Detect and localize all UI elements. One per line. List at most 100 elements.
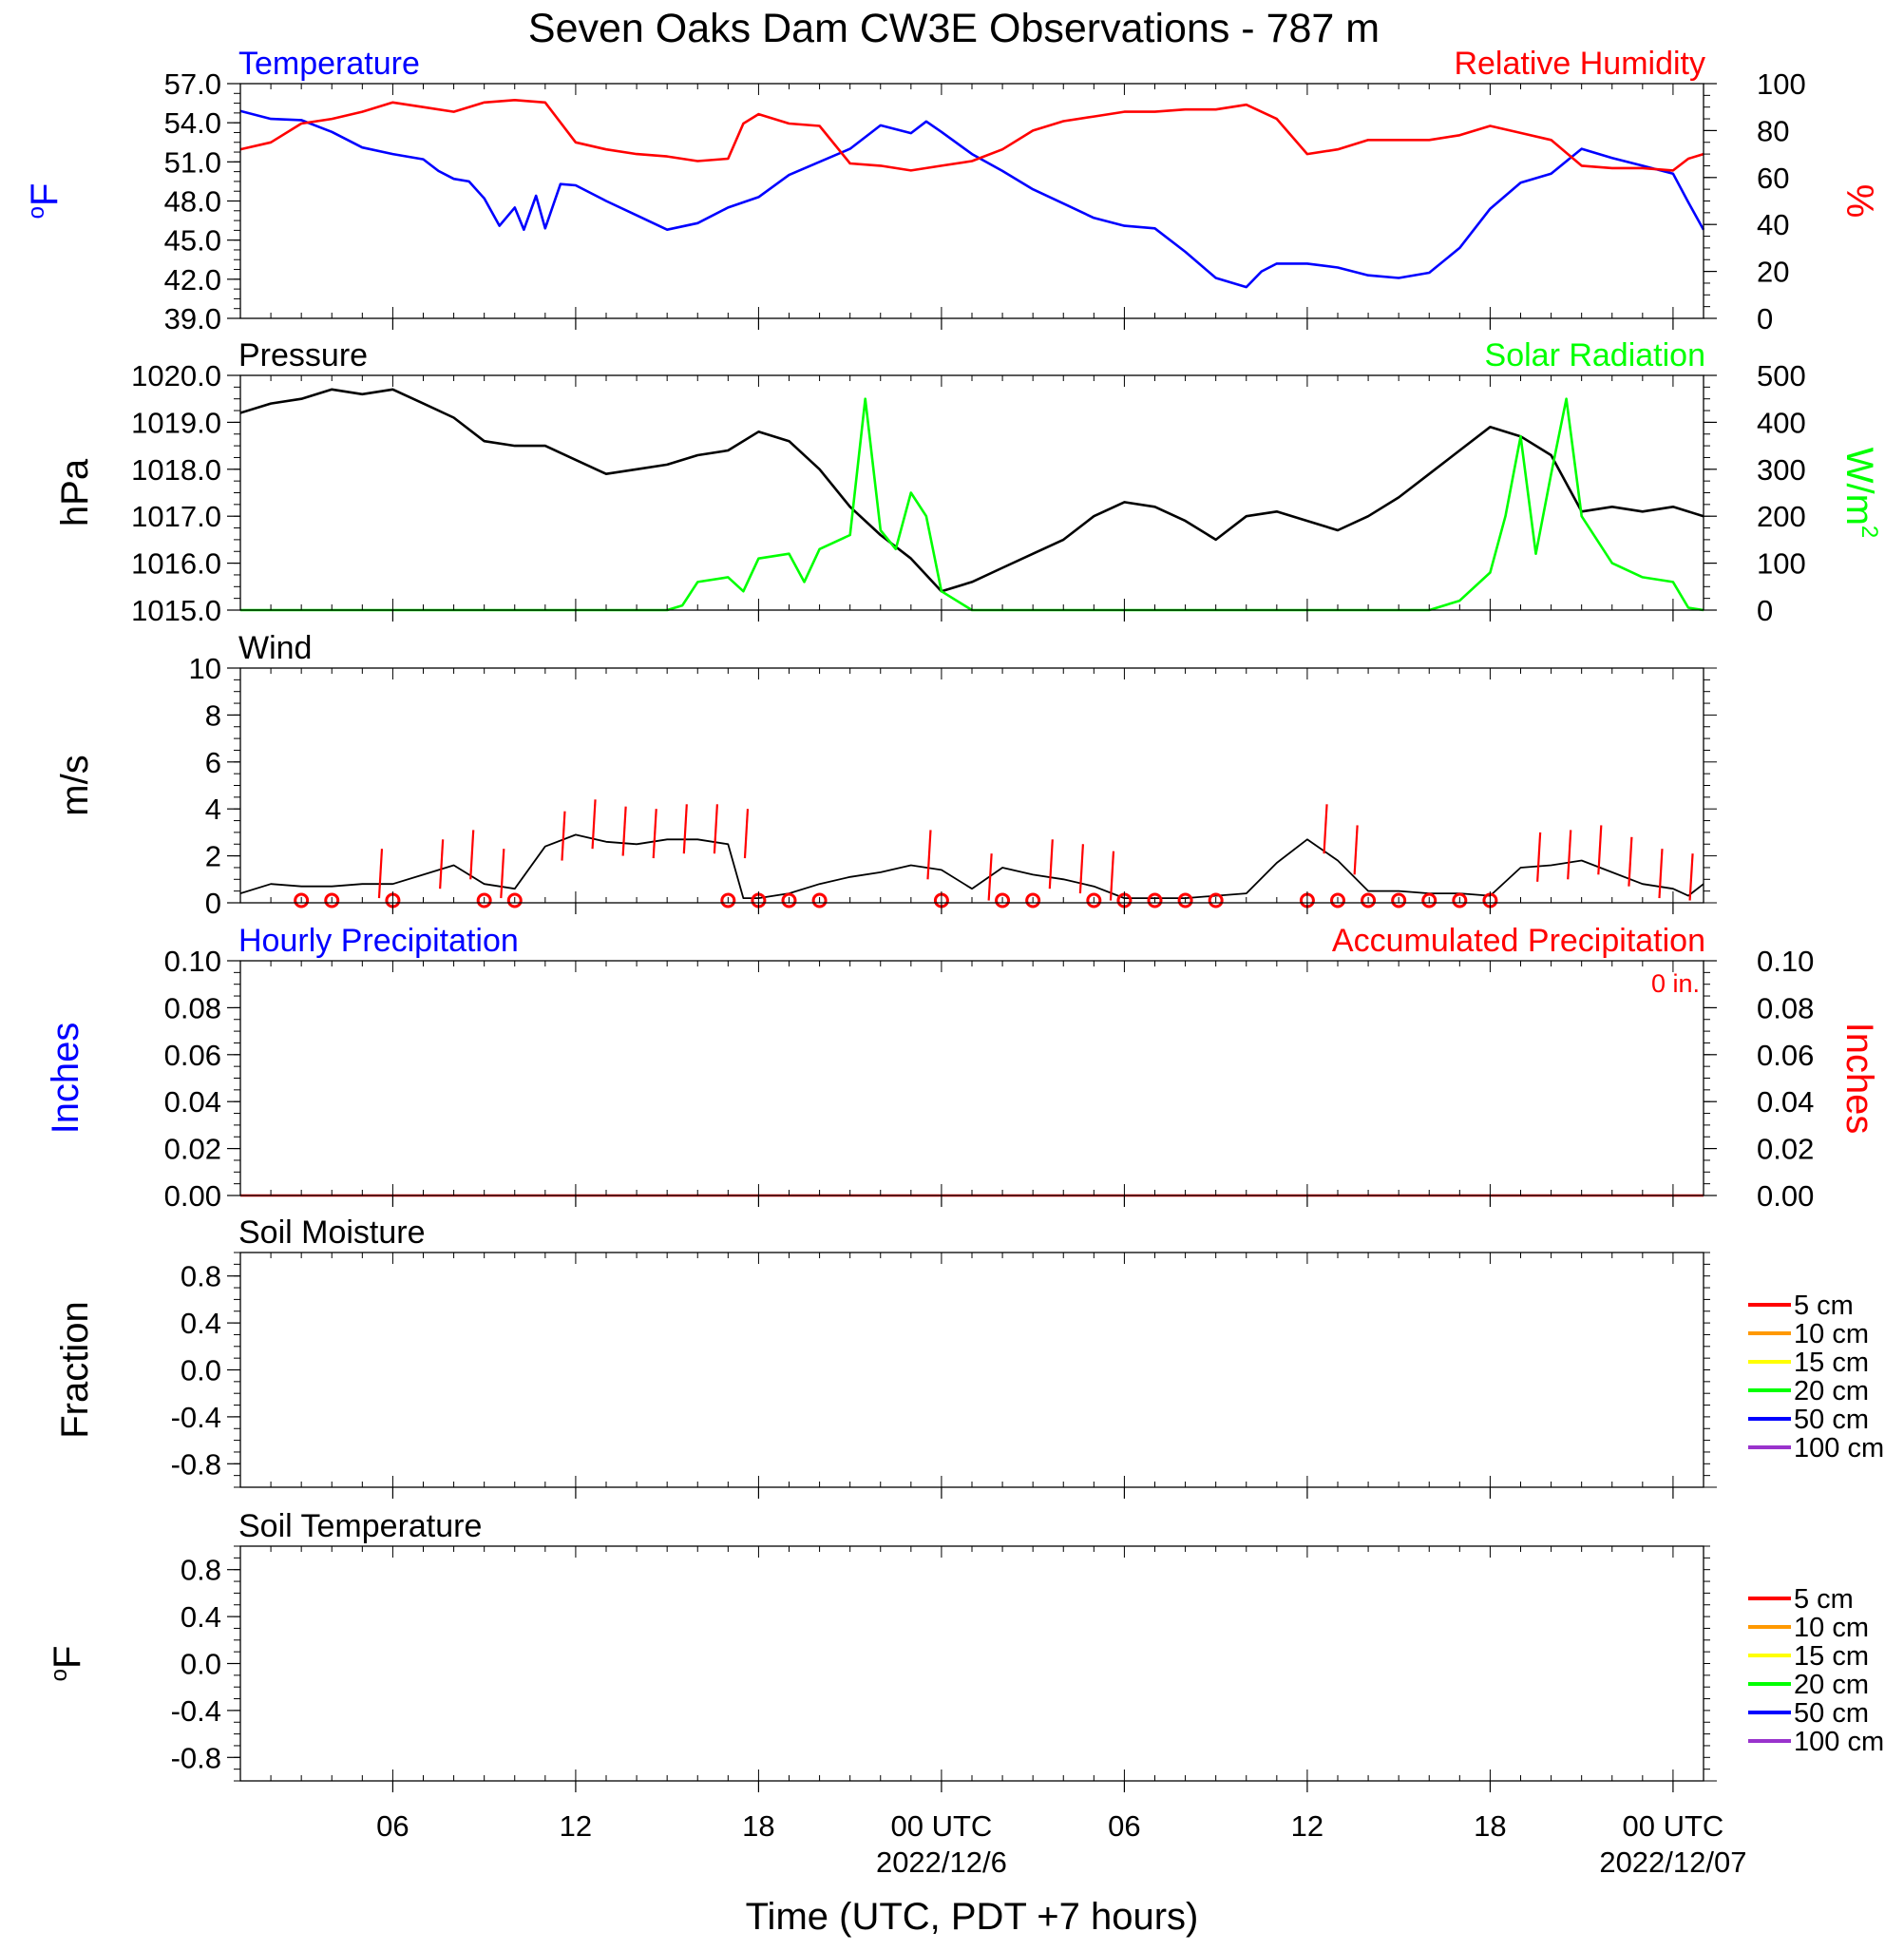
wind-gust-mark <box>652 809 657 859</box>
x-tick-label: 18 <box>1474 1809 1506 1843</box>
panel-frame <box>239 1252 1704 1488</box>
y-right-tick-label: 60 <box>1757 162 1789 195</box>
panel-left-title: Pressure <box>238 337 368 373</box>
unit-letter: F <box>47 1646 88 1669</box>
y-left-tick-label: 0.00 <box>164 1179 221 1213</box>
y-left-tick-label: 0.4 <box>181 1307 221 1340</box>
y-left-tick-label: 51.0 <box>164 145 221 179</box>
series-line-2-1 <box>239 388 1704 593</box>
y-left-tick-label: 54.0 <box>164 106 221 140</box>
panel-frame <box>239 374 1704 611</box>
degree-symbol: o <box>47 1669 72 1681</box>
wind-calm-marker <box>811 892 828 909</box>
y-left-tick-label: -0.4 <box>171 1694 221 1728</box>
y-left-tick-label: 39.0 <box>164 302 221 335</box>
panel-left-title: Soil Moisture <box>238 1215 426 1251</box>
wind-gust-mark <box>1109 851 1115 901</box>
y-left-tick-label: 0.0 <box>181 1648 221 1681</box>
wind-gust-mark <box>439 839 445 889</box>
unit-letter: F <box>24 183 66 206</box>
y-left-tick-label: 0.04 <box>164 1085 221 1119</box>
wind-gust-mark <box>682 804 688 854</box>
wind-calm-marker <box>1421 892 1438 909</box>
wind-calm-marker <box>1177 892 1193 909</box>
wind-calm-marker <box>1391 892 1407 909</box>
accumulated-total-annotation: 0 in. <box>1651 969 1700 998</box>
wind-calm-marker <box>1208 892 1224 909</box>
wind-calm-marker <box>720 892 736 909</box>
wind-gust-mark <box>469 830 475 880</box>
panel-left-title: Wind <box>238 630 312 666</box>
wind-gust-mark <box>1597 825 1603 875</box>
y-left-axis-label: Inches <box>45 1023 86 1135</box>
panel-left-title: Hourly Precipitation <box>238 923 519 959</box>
wind-calm-marker <box>506 892 523 909</box>
x-tick-label: 12 <box>560 1809 592 1843</box>
panel-4: 0.00 0.02 0.04 0.06 0.08 0.10 0.00 0.02 0.04 0.06… <box>45 923 1880 1213</box>
wind-calm-marker <box>476 892 492 909</box>
y-right-axis-label: W/m2 <box>1838 448 1882 539</box>
unit-exponent: 2 <box>1856 526 1882 538</box>
x-tick-sublabel: 2022/12/07 <box>1599 1846 1746 1879</box>
y-left-tick-label: 42.0 <box>164 263 221 296</box>
panel-frame <box>239 960 1704 1196</box>
y-right-axis-label: % <box>1838 184 1880 219</box>
y-left-tick-label: 1019.0 <box>131 406 221 439</box>
unit-base: W/m <box>1838 448 1880 526</box>
y-left-tick-label: 0.0 <box>181 1354 221 1387</box>
wind-gust-mark <box>1078 844 1084 894</box>
wind-gust-mark <box>1048 839 1054 889</box>
panel-1: 39.0 42.0 45.0 48.0 51.0 54.0 57.0 0 20 40 60 80 100… <box>24 46 1880 335</box>
y-right-tick-label: 0.06 <box>1757 1039 1814 1072</box>
y-right-tick-label: 20 <box>1757 256 1789 289</box>
y-left-axis-label: hPa <box>54 458 96 526</box>
y-left-tick-label: 0.02 <box>164 1133 221 1166</box>
chart-title: Seven Oaks Dam CW3E Observations - 787 m <box>528 6 1380 51</box>
y-left-tick-label: 0.08 <box>164 991 221 1024</box>
y-right-tick-label: 500 <box>1757 359 1806 392</box>
wind-gust-mark <box>713 804 718 854</box>
y-right-tick-label: 100 <box>1757 547 1806 581</box>
x-tick-sublabel: 2022/12/6 <box>876 1846 1007 1879</box>
y-left-tick-label: 6 <box>205 746 221 779</box>
y-right-tick-label: 0.02 <box>1757 1133 1814 1166</box>
panel-frame <box>239 1545 1704 1782</box>
panel-left-title: Temperature <box>238 46 420 82</box>
y-right-tick-label: 0.08 <box>1757 991 1814 1024</box>
y-right-tick-label: 0 <box>1757 302 1773 335</box>
y-right-tick-label: 300 <box>1757 453 1806 487</box>
wind-gust-mark <box>987 853 993 901</box>
y-right-tick-label: 0.00 <box>1757 1179 1814 1213</box>
series-line-2-2 <box>240 397 1704 612</box>
y-right-tick-label: 0 <box>1757 594 1773 627</box>
y-right-tick-label: 80 <box>1757 114 1789 147</box>
wind-gust-mark <box>926 830 932 880</box>
wind-gust-mark <box>1658 849 1664 899</box>
wind-gust-mark <box>1628 836 1633 887</box>
x-tick-label: 06 <box>376 1809 409 1843</box>
y-left-tick-label: 1015.0 <box>131 594 221 627</box>
legend-label: 15 cm <box>1794 1348 1869 1378</box>
y-left-tick-label: -0.4 <box>171 1401 221 1434</box>
panel-2: 1015.0 1016.0 1017.0 1018.0 1019.0 1020.0 0 100… <box>54 337 1882 627</box>
x-axis-label: Time (UTC, PDT +7 hours) <box>746 1896 1199 1938</box>
legend-label: 20 cm <box>1794 1376 1869 1406</box>
y-left-tick-label: 0 <box>205 887 221 920</box>
y-right-axis-label: Inches <box>1838 1023 1880 1135</box>
wind-gust-mark <box>500 849 505 899</box>
y-right-tick-label: 100 <box>1757 67 1806 101</box>
legend-label: 50 cm <box>1794 1698 1869 1729</box>
panel-3: 0 2 4 6 8 10 Wind m/s <box>54 630 1717 920</box>
panel-right-title: Accumulated Precipitation <box>1332 923 1705 959</box>
wind-gust-mark <box>1323 804 1328 854</box>
series-line-1-1 <box>239 109 1705 289</box>
y-left-tick-label: 48.0 <box>164 185 221 219</box>
y-left-axis-label: Fraction <box>54 1301 96 1439</box>
panel-frame <box>239 667 1704 904</box>
wind-calm-marker <box>995 892 1011 909</box>
legend-label: 10 cm <box>1794 1613 1869 1643</box>
legend-label: 100 cm <box>1794 1433 1884 1463</box>
legend-label: 15 cm <box>1794 1641 1869 1672</box>
